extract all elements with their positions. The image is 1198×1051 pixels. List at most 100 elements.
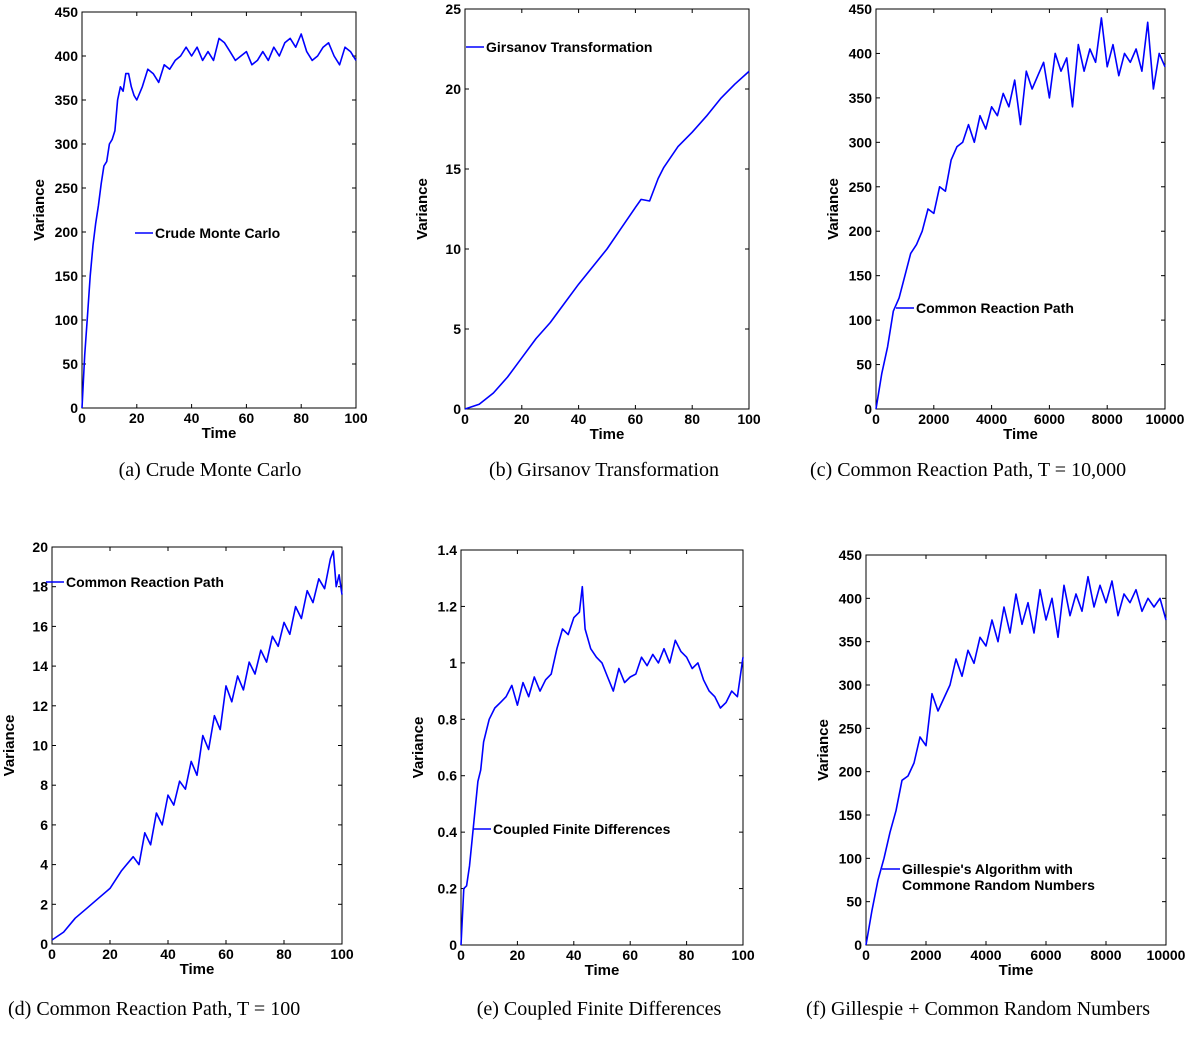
y-tick-label: 6: [40, 817, 48, 833]
plot-frame: [51, 546, 343, 945]
y-axis-label: Variance: [414, 178, 431, 240]
y-tick-label: 200: [849, 223, 873, 239]
legend-label: Girsanov Transformation: [486, 39, 652, 55]
y-tick-label: 15: [445, 161, 461, 177]
x-axis-label: Time: [180, 961, 215, 978]
y-axis-label: Variance: [815, 719, 832, 781]
y-axis-label: Variance: [825, 178, 842, 240]
y-tick-label: 25: [445, 1, 461, 17]
x-axis-label: Time: [1003, 426, 1038, 443]
y-tick-label: 50: [62, 356, 78, 372]
x-tick-label: 0: [48, 946, 56, 962]
x-tick-label: 80: [276, 946, 292, 962]
x-axis-label: Time: [202, 425, 237, 442]
y-tick-label: 100: [55, 312, 79, 328]
panel-f: 0 2000 4000 6000 8000 10000 0 50 100 150 200 250 300…: [798, 530, 1198, 1051]
x-tick-label: 4000: [976, 411, 1007, 427]
y-tick-label: 400: [849, 45, 873, 61]
x-axis-label: Time: [585, 962, 620, 979]
y-axis-label: Variance: [410, 717, 427, 779]
x-tick-label: 40: [566, 947, 582, 963]
chart-b: 0 20 40 60 80 100 0 5 10 15 20 25 Time Variance Girsan…: [414, 1, 761, 443]
y-tick-label: 0.2: [438, 881, 458, 897]
caption-f: (f) Gillespie + Common Random Numbers: [806, 998, 1151, 1020]
x-tick-label: 20: [510, 947, 526, 963]
caption-c: (c) Common Reaction Path, T = 10,000: [810, 459, 1127, 481]
y-tick-label: 10: [32, 738, 48, 754]
y-tick-label: 0: [70, 400, 78, 416]
y-tick-label: 5: [453, 321, 461, 337]
y-tick-label: 18: [32, 579, 48, 595]
y-tick-label: 300: [839, 677, 863, 693]
legend-label: Commone Random Numbers: [902, 877, 1095, 893]
x-tick-label: 20: [102, 946, 118, 962]
series-line: [865, 575, 1167, 946]
y-tick-label: 400: [839, 590, 863, 606]
y-tick-label: 300: [849, 134, 873, 150]
legend-label: Common Reaction Path: [66, 574, 224, 590]
plot-frame: [875, 8, 1166, 410]
y-axis-label: Variance: [31, 179, 48, 241]
legend-label: Gillespie's Algorithm with: [902, 861, 1073, 877]
panel-c: 0 2000 4000 6000 8000 10000 0 50 100 150 200 250 300…: [798, 0, 1198, 520]
y-tick-label: 4: [40, 857, 48, 873]
y-tick-label: 400: [55, 48, 79, 64]
x-tick-label: 40: [184, 410, 200, 426]
x-tick-label: 6000: [1034, 411, 1065, 427]
x-tick-label: 40: [571, 411, 587, 427]
y-tick-label: 350: [849, 90, 873, 106]
chart-d: 0 20 40 60 80 100 0 2 4 6 8 10 12 14 16 18 20 Time Varianc…: [1, 539, 354, 978]
y-tick-label: 50: [846, 894, 862, 910]
x-tick-label: 80: [684, 411, 700, 427]
legend-label: Crude Monte Carlo: [155, 225, 280, 241]
y-tick-label: 0.8: [438, 711, 458, 727]
y-tick-label: 16: [32, 618, 48, 634]
x-tick-label: 100: [731, 947, 755, 963]
y-tick-label: 150: [839, 807, 863, 823]
x-tick-label: 4000: [970, 947, 1001, 963]
caption-d: (d) Common Reaction Path, T = 100: [8, 998, 301, 1020]
caption-e: (e) Coupled Finite Differences: [476, 998, 722, 1020]
y-tick-label: 14: [32, 658, 48, 674]
x-tick-label: 40: [160, 946, 176, 962]
x-tick-label: 0: [461, 411, 469, 427]
plot-frame: [865, 554, 1167, 946]
x-tick-label: 6000: [1030, 947, 1061, 963]
caption-b: (b) Girsanov Transformation: [489, 459, 719, 481]
chart-a: 0 20 40 60 80 100 0 50 100 150 200 250 300 350 400 450 T…: [31, 4, 368, 442]
panel-a: 0 20 40 60 80 100 0 50 100 150 200 250 300 350 400 450 T…: [0, 0, 399, 520]
y-tick-label: 350: [55, 92, 79, 108]
y-tick-label: 0.6: [438, 768, 458, 784]
y-tick-label: 200: [839, 764, 863, 780]
legend-label: Common Reaction Path: [916, 300, 1074, 316]
y-tick-label: 0: [864, 401, 872, 417]
x-tick-label: 2000: [918, 411, 949, 427]
y-tick-label: 250: [849, 179, 873, 195]
x-tick-label: 8000: [1090, 947, 1121, 963]
y-axis-label: Variance: [1, 715, 18, 777]
x-tick-label: 8000: [1092, 411, 1123, 427]
y-tick-label: 10: [445, 241, 461, 257]
y-tick-label: 100: [839, 850, 863, 866]
x-tick-label: 0: [872, 411, 880, 427]
y-tick-label: 300: [55, 136, 79, 152]
y-tick-label: 20: [445, 81, 461, 97]
y-tick-label: 450: [849, 1, 873, 17]
y-tick-label: 250: [839, 720, 863, 736]
y-tick-label: 0: [40, 936, 48, 952]
x-tick-label: 100: [344, 410, 368, 426]
plot-frame: [460, 549, 744, 946]
y-tick-label: 250: [55, 180, 79, 196]
x-tick-label: 0: [78, 410, 86, 426]
x-tick-label: 20: [129, 410, 145, 426]
x-axis-label: Time: [590, 426, 625, 443]
x-tick-label: 100: [330, 946, 354, 962]
y-tick-label: 450: [55, 4, 79, 20]
y-tick-label: 1: [449, 655, 457, 671]
x-tick-label: 80: [293, 410, 309, 426]
y-tick-label: 0: [854, 937, 862, 953]
series-line: [875, 17, 1166, 410]
x-tick-label: 10000: [1146, 411, 1185, 427]
y-tick-label: 450: [839, 547, 863, 563]
